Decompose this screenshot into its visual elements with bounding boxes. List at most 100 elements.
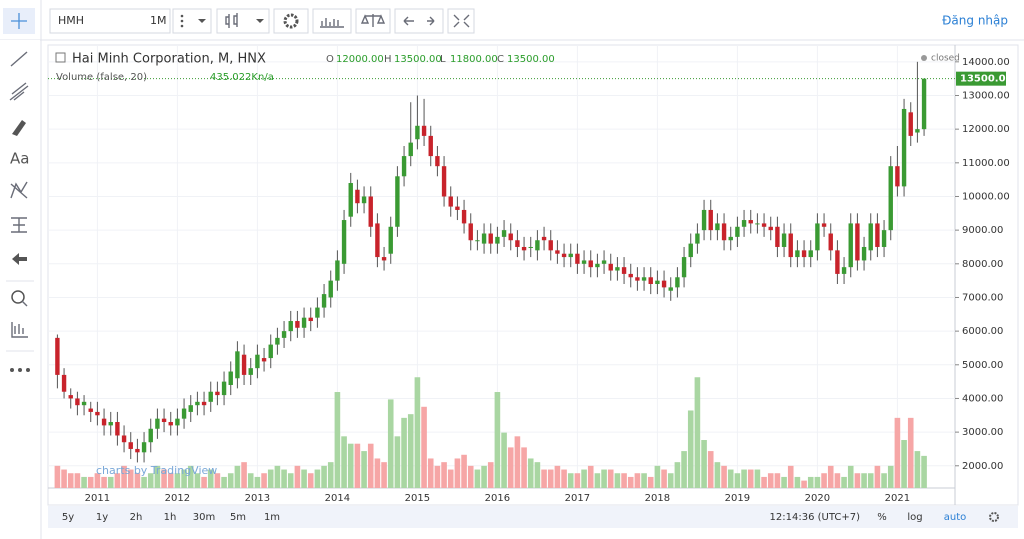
line-tool[interactable] [10, 51, 28, 67]
candle-body [515, 240, 520, 247]
zoom-tool[interactable] [11, 290, 25, 304]
candle-body [395, 176, 400, 227]
volume-bar [314, 469, 321, 488]
volume-bar [894, 417, 901, 488]
candle-body [195, 401, 200, 406]
candle-body [328, 280, 333, 298]
volume-bar [467, 465, 474, 488]
volume-bar [687, 410, 694, 488]
candle-body [235, 351, 240, 379]
range-button[interactable]: 30m [193, 512, 215, 523]
candle-body [695, 233, 700, 244]
candle-body [535, 240, 540, 251]
indicators-button[interactable] [312, 8, 352, 34]
volume-title: Volume (false, 20) [56, 72, 147, 83]
candle-body [821, 223, 827, 227]
brush-tool[interactable] [12, 120, 26, 136]
volume-bar [207, 469, 214, 488]
measure-tool[interactable] [11, 217, 27, 233]
volume-bar [281, 469, 287, 488]
volume-bar [374, 458, 381, 488]
gear-icon [283, 13, 299, 29]
undo-redo[interactable] [394, 8, 444, 34]
candle-body [348, 183, 353, 217]
x-tick-label: 2013 [245, 493, 270, 504]
dot [26, 368, 30, 372]
y-tick-label: 6000.00 [962, 326, 1003, 337]
candle-body [128, 442, 133, 449]
more-button[interactable] [172, 8, 212, 34]
pattern-tool[interactable] [10, 181, 28, 199]
volume-bar [774, 473, 781, 488]
candle-body [655, 280, 660, 285]
candle-body [208, 391, 213, 402]
volume-bar [174, 473, 181, 488]
volume-bar [274, 465, 281, 488]
series-title: Hai Minh Corporation, M, HNX [72, 52, 266, 67]
volume-bar [74, 473, 81, 488]
range-button[interactable]: 1m [264, 512, 280, 523]
symbol-box[interactable] [49, 8, 171, 34]
volume-bar [267, 469, 274, 488]
left-toolbar [0, 40, 40, 539]
login-link[interactable]: Đăng nhập [942, 14, 1008, 28]
settings-icon[interactable] [989, 512, 999, 522]
range-button[interactable]: 5m [230, 512, 246, 523]
candle-body [315, 307, 320, 318]
candle-body [415, 125, 420, 140]
volume-bar [727, 469, 734, 488]
dot [180, 24, 184, 28]
chart-frame [47, 44, 1019, 506]
scale-option[interactable]: log [907, 512, 922, 523]
range-button[interactable]: 2h [130, 512, 143, 523]
text-tool[interactable]: Aa [10, 150, 29, 168]
volume-bar [667, 473, 674, 488]
volume-bar [634, 473, 641, 488]
candle-body [795, 250, 800, 258]
volume-bar [807, 476, 814, 488]
volume-bar [527, 458, 534, 488]
volume-bar [61, 469, 67, 488]
range-button[interactable]: 1h [164, 512, 177, 523]
data-window-tool[interactable] [11, 322, 28, 338]
x-tick-label: 2017 [565, 493, 590, 504]
candle-body [768, 226, 773, 231]
candle-body [588, 260, 593, 268]
volume-bar [487, 462, 494, 488]
collapse-box[interactable] [55, 52, 66, 63]
volume-bar [134, 473, 141, 488]
candle-body [361, 196, 367, 204]
interval[interactable]: 1M [150, 14, 167, 27]
y-tick-label: 4000.00 [962, 393, 1003, 404]
range-button[interactable]: 5y [62, 512, 74, 523]
back-tool[interactable] [12, 253, 27, 265]
scale-option[interactable]: auto [944, 512, 967, 523]
fullscreen-button[interactable] [447, 8, 475, 34]
candle-body [701, 209, 707, 231]
volume-bar [561, 469, 567, 488]
fib-tool[interactable] [9, 82, 29, 101]
settings-button[interactable] [273, 8, 309, 34]
candle-body [815, 223, 820, 251]
volume-bar [594, 473, 601, 488]
more-tools[interactable] [10, 368, 30, 372]
candle-body [115, 422, 120, 436]
y-tick-label: 12000.00 [962, 124, 1010, 135]
scale-option[interactable]: % [877, 512, 887, 523]
volume-bar [714, 462, 721, 488]
candle-icon [225, 13, 238, 28]
bottom-bar [48, 506, 1018, 528]
volume-bar [101, 476, 107, 488]
volume-bar [327, 462, 334, 488]
symbol[interactable]: HMH [58, 14, 84, 27]
volume-bar [141, 476, 147, 488]
volume-bar [167, 473, 174, 488]
y-tick-label: 9000.00 [962, 225, 1003, 236]
candle-body [888, 166, 893, 231]
range-button[interactable]: 1y [96, 512, 108, 523]
y-tick-label: 3000.00 [962, 427, 1003, 438]
candle-body [841, 267, 847, 274]
candle-body [475, 240, 480, 242]
candle-body [621, 267, 627, 274]
